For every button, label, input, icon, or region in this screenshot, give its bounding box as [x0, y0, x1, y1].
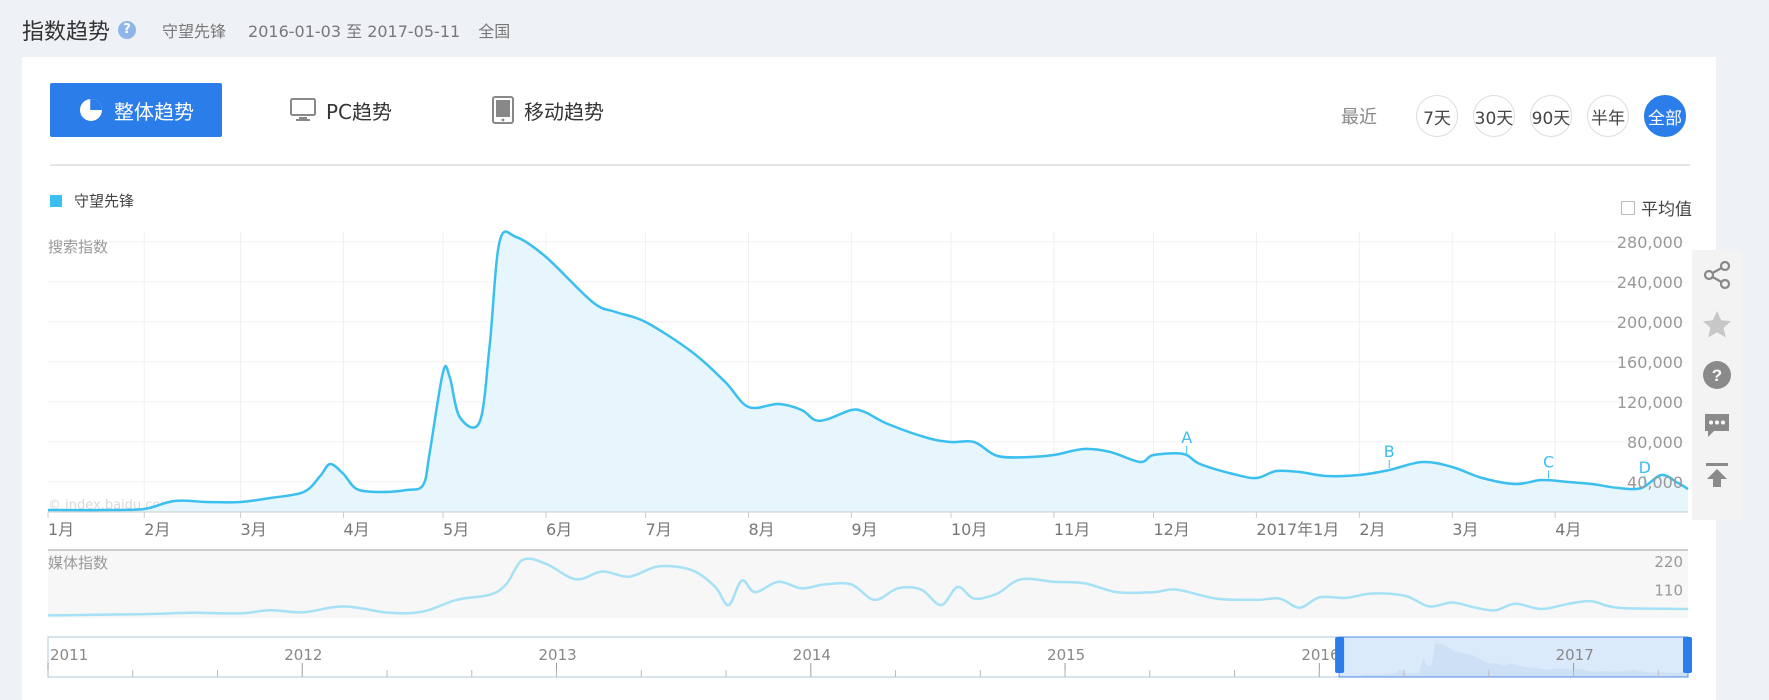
average-checkbox[interactable]	[1621, 200, 1635, 215]
share-icon[interactable]	[1692, 250, 1742, 300]
search-x-tick-label: 6月	[546, 520, 572, 539]
search-y-tick-label: 80,000	[1627, 433, 1683, 452]
search-y-tick-label: 160,000	[1617, 353, 1683, 372]
monitor-icon	[290, 98, 316, 122]
media-y-label: 媒体指数	[48, 554, 108, 572]
page-header: 指数趋势 ? 守望先锋 2016-01-03 至 2017-05-11 全国	[22, 10, 510, 50]
navigator-ticks: 2011 2012 2013 2014 2015 2016 2017	[47, 646, 1659, 677]
range-label: 最近	[1341, 107, 1377, 128]
navigator-year-label: 2013	[539, 646, 577, 664]
search-y-ticks: 40,000 80,000 120,000 160,000 200,000 240,000…	[1617, 233, 1683, 492]
pie-chart-icon	[78, 97, 104, 123]
tab-pc-trend[interactable]: PC趋势	[290, 83, 392, 137]
search-x-tick-label: 9月	[851, 520, 877, 539]
search-y-tick-label: 200,000	[1617, 313, 1683, 332]
legend-swatch	[50, 194, 62, 207]
range-30-days-button[interactable]: 30天	[1473, 95, 1515, 137]
search-x-tick-label: 10月	[951, 520, 987, 539]
tablet-icon	[492, 96, 514, 124]
chart-legend[interactable]: 守望先锋	[50, 190, 134, 211]
average-label: 平均值	[1641, 200, 1692, 220]
search-x-ticks: 1月 2月 3月 4月 5月 6月 7月 8月 9月 10月 11月 12月 2017年1月 2月 3月 4月	[47, 511, 1688, 539]
page-title: 指数趋势	[22, 20, 111, 45]
search-series-area	[48, 231, 1688, 512]
tab-label: 移动趋势	[524, 99, 604, 124]
side-toolbar: ?	[1692, 250, 1742, 520]
search-x-tick-label: 12月	[1154, 520, 1190, 539]
navigator-left-handle[interactable]	[1335, 637, 1345, 673]
help-icon[interactable]: ?	[1692, 350, 1742, 400]
range-all-button[interactable]: 全部	[1644, 95, 1686, 137]
search-y-label: 搜索指数	[48, 238, 108, 256]
annotation-label: B	[1384, 442, 1395, 461]
search-y-tick-label: 280,000	[1617, 233, 1683, 252]
search-x-tick-label: 3月	[241, 520, 267, 539]
help-icon[interactable]: ?	[118, 21, 137, 39]
range-half-year-button[interactable]: 半年	[1587, 95, 1629, 137]
annotation-label: A	[1181, 428, 1192, 447]
media-series-line[interactable]	[47, 557, 1689, 617]
search-x-tick-label: 2017年1月	[1256, 520, 1339, 539]
tab-label: PC趋势	[326, 99, 393, 124]
media-y-ticks: 220 110	[1654, 553, 1683, 599]
legend-label: 守望先锋	[74, 192, 135, 210]
search-series-line[interactable]	[47, 230, 1689, 512]
comment-icon[interactable]	[1692, 400, 1742, 450]
search-x-tick-label: 2月	[1359, 520, 1385, 539]
search-x-tick-label: 11月	[1054, 520, 1090, 539]
navigator-year-label: 2014	[793, 646, 831, 664]
navigator-year-label: 2011	[50, 646, 88, 664]
search-x-tick-label: 2月	[144, 520, 170, 539]
search-x-tick-label: 7月	[646, 520, 672, 539]
navigator-right-handle[interactable]	[1683, 637, 1692, 673]
annotation-label: C	[1543, 453, 1554, 472]
search-annotations: A B C D	[1181, 428, 1651, 484]
keyword-label: 守望先锋	[162, 22, 227, 41]
search-y-tick-label: 240,000	[1617, 273, 1683, 292]
time-range-selector: 最近 7天 30天 90天 半年 全部	[1341, 95, 1686, 137]
divider	[50, 164, 1690, 166]
search-x-tick-label: 1月	[48, 520, 74, 539]
back-to-top-icon[interactable]	[1692, 450, 1742, 500]
navigator-selection[interactable]	[1338, 636, 1689, 678]
search-x-tick-label: 3月	[1452, 520, 1478, 539]
annotation-label: D	[1639, 458, 1651, 477]
search-y-tick-label: 40,000	[1627, 473, 1683, 492]
range-7-days-button[interactable]: 7天	[1416, 95, 1458, 137]
navigator-year-label: 2012	[284, 646, 322, 664]
media-y-tick-label: 110	[1654, 582, 1683, 600]
search-x-tick-label: 4月	[1555, 520, 1581, 539]
average-toggle[interactable]: 平均值	[1621, 195, 1692, 220]
media-background	[48, 550, 1688, 618]
navigator-year-label: 2016	[1301, 646, 1339, 664]
date-range-label: 2016-01-03 至 2017-05-11	[248, 22, 461, 41]
search-x-tick-label: 5月	[443, 520, 469, 539]
navigator-year-label: 2017	[1556, 646, 1594, 664]
navigator-year-label: 2015	[1047, 646, 1085, 664]
svg-text:?: ?	[1712, 366, 1722, 385]
search-x-tick-label: 4月	[343, 520, 369, 539]
tab-label: 整体趋势	[114, 99, 194, 124]
media-y-tick-label: 220	[1654, 553, 1683, 571]
tab-overall-trend[interactable]: 整体趋势	[50, 83, 222, 137]
star-icon[interactable]	[1692, 300, 1742, 350]
tab-mobile-trend[interactable]: 移动趋势	[492, 83, 604, 137]
region-label: 全国	[478, 22, 511, 41]
search-y-tick-label: 120,000	[1617, 393, 1683, 412]
range-90-days-button[interactable]: 90天	[1530, 95, 1572, 137]
search-x-tick-label: 8月	[748, 520, 774, 539]
